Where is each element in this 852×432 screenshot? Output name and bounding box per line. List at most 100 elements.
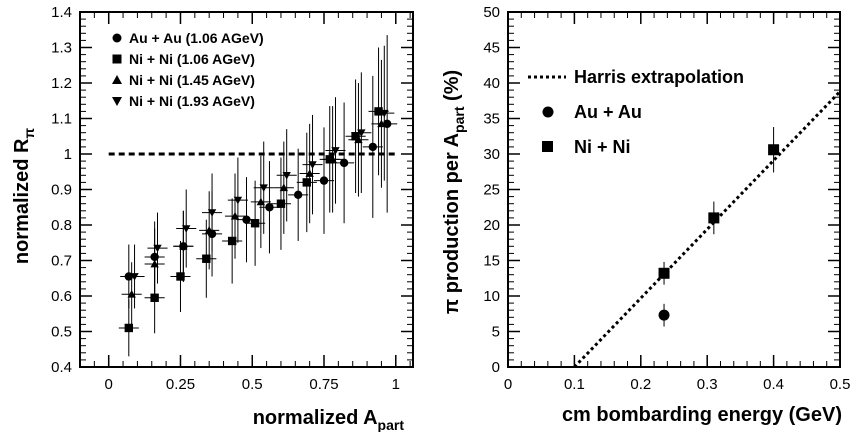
data-point-square xyxy=(708,212,720,224)
legend-entry-au-au: Au + Au xyxy=(542,102,642,122)
data-point-circle xyxy=(339,158,349,168)
y-tick-label: 5 xyxy=(492,324,500,341)
data-point-triangle-down xyxy=(153,244,162,253)
data-point-triangle-up xyxy=(230,211,240,220)
data-point-triangle-down xyxy=(357,129,366,137)
legend-marker-circle xyxy=(112,33,122,43)
y-tick-label: 10 xyxy=(483,288,500,305)
y-tick-label: 0.7 xyxy=(51,253,72,270)
legend-label: Ni + Ni (1.45 AGeV) xyxy=(129,72,255,88)
data-point-triangle-up xyxy=(354,135,363,144)
data-point-circle xyxy=(293,190,303,200)
data-point-circle xyxy=(242,215,251,224)
x-tick-label: 0.2 xyxy=(630,376,651,393)
right-y-axis-label: π production per Apart (%) xyxy=(441,70,467,314)
y-tick-label: 45 xyxy=(483,40,500,57)
data-point-triangle-down xyxy=(207,209,217,217)
y-tick-label: 50 xyxy=(483,4,500,21)
data-point-circle xyxy=(319,176,329,185)
legend-label: Au + Au (1.06 AGeV) xyxy=(129,30,264,46)
series-triangle-down xyxy=(124,45,395,309)
y-tick-label: 25 xyxy=(483,182,500,199)
legend-label: Ni + Ni (1.06 AGeV) xyxy=(129,51,255,67)
right-x-axis-label: cm bombarding energy (GeV) xyxy=(562,404,842,426)
x-tick-label: 0.4 xyxy=(763,376,784,393)
data-point-triangle-up xyxy=(204,226,214,234)
right-panel: 0 5 10 15 20 25 30 35 40 45 50 0 0.1 0.2 0.3 0.4 0.5 cm … xyxy=(441,4,850,426)
data-point-circle xyxy=(368,142,378,152)
y-tick-label: 1.1 xyxy=(51,111,72,128)
data-point-triangle-up xyxy=(305,169,314,177)
data-point-triangle-up xyxy=(256,197,266,206)
data-point-circle xyxy=(265,203,274,212)
y-tick-label: 40 xyxy=(483,75,500,92)
data-point-square xyxy=(250,219,260,228)
data-point-circle xyxy=(658,309,670,321)
data-point-triangle-down xyxy=(259,184,268,192)
left-ticks: 0.4 0.5 0.6 0.7 0.8 0.9 1 1.1 1.2 1.3 1.4 0 0.25 0.5 0… xyxy=(51,4,413,393)
legend-entry-ni-ni-145: Ni + Ni (1.45 AGeV) xyxy=(112,72,255,88)
y-tick-label: 15 xyxy=(483,253,500,270)
data-point-square xyxy=(227,236,237,246)
y-tick-label: 1.2 xyxy=(51,75,72,92)
data-point-triangle-down xyxy=(380,109,389,118)
data-point-triangle-up xyxy=(377,119,386,128)
data-point-square xyxy=(302,178,311,187)
data-point-square xyxy=(202,254,211,263)
legend-marker-triangle-up xyxy=(112,75,122,84)
y-tick-label: 0.5 xyxy=(51,324,72,341)
left-x-axis-label: normalized Apart xyxy=(253,407,405,432)
data-point-triangle-down xyxy=(331,147,340,155)
legend-label: Ni + Ni (1.93 AGeV) xyxy=(129,93,255,109)
data-point-square xyxy=(658,267,670,279)
y-tick-label: 0.4 xyxy=(51,359,72,376)
y-tick-label: 0.9 xyxy=(51,182,72,199)
data-point-triangle-down xyxy=(282,171,291,180)
y-tick-label: 0.6 xyxy=(51,288,72,305)
data-point-triangle-up xyxy=(127,290,136,298)
data-point-square xyxy=(374,107,383,116)
y-tick-label: 1 xyxy=(64,146,72,163)
x-tick-label: 0.5 xyxy=(830,376,851,393)
legend-label: Ni + Ni xyxy=(574,137,631,157)
legend-label: Au + Au xyxy=(574,102,642,122)
y-tick-label: 0.8 xyxy=(51,217,72,234)
legend-marker-square xyxy=(542,141,553,152)
data-point-square xyxy=(176,272,185,281)
legend-marker-circle xyxy=(542,106,554,118)
series-circle xyxy=(658,303,670,327)
right-legend: Harris extrapolation Au + Au Ni + Ni xyxy=(528,67,744,157)
x-tick-label: 0 xyxy=(105,376,113,393)
x-tick-label: 0.3 xyxy=(697,376,718,393)
data-point-square xyxy=(276,199,286,208)
data-point-square xyxy=(351,132,360,141)
legend-marker-triangle-down xyxy=(112,97,122,106)
data-point-triangle-down xyxy=(182,225,191,233)
legend-entry-ni-ni-106: Ni + Ni (1.06 AGeV) xyxy=(112,51,255,67)
data-point-triangle-up xyxy=(179,242,188,250)
left-legend: Au + Au (1.06 AGeV) Ni + Ni (1.06 AGeV) … xyxy=(112,30,264,109)
data-point-triangle-up xyxy=(328,155,337,163)
data-point-triangle-up xyxy=(279,183,289,192)
right-plot-frame xyxy=(507,11,841,368)
data-point-triangle-down xyxy=(130,273,139,281)
left-panel: 0.4 0.5 0.6 0.7 0.8 0.9 1 1.1 1.2 1.3 1.4 0 0.25 0.5 0… xyxy=(11,4,414,432)
y-tick-label: 1.4 xyxy=(51,4,72,21)
data-point-square xyxy=(124,323,134,333)
right-data xyxy=(573,90,842,369)
y-tick-label: 35 xyxy=(483,111,500,128)
legend-entry-ni-ni-193: Ni + Ni (1.93 AGeV) xyxy=(112,93,255,109)
legend-label: Harris extrapolation xyxy=(574,67,744,87)
y-tick-label: 20 xyxy=(483,217,500,234)
data-point-square xyxy=(768,144,780,156)
x-tick-label: 0.1 xyxy=(564,376,585,393)
legend-marker-square xyxy=(112,54,122,64)
y-tick-label: 30 xyxy=(483,146,500,163)
x-tick-label: 0.5 xyxy=(242,376,263,393)
y-tick-label: 0 xyxy=(492,359,500,376)
data-point-triangle-down xyxy=(308,161,317,169)
right-ticks: 0 5 10 15 20 25 30 35 40 45 50 0 0.1 0.2 0.3 0.4 0.5 xyxy=(483,4,850,393)
y-tick-label: 1.3 xyxy=(51,40,72,57)
legend-entry-ni-ni: Ni + Ni xyxy=(542,137,631,157)
